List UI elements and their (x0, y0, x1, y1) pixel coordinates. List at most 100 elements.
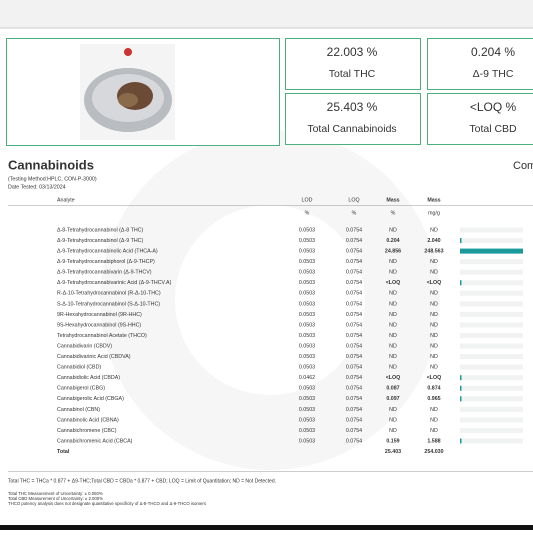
cell: Δ-9-Tetrahydrocannabivarin (Δ-9-THCV) (57, 270, 152, 276)
cell: Cannabidiolic Acid (CBDA) (57, 375, 120, 381)
total-label: Total (57, 449, 70, 455)
cell: Δ-9-Tetrahydrocannabiphorol (Δ-9-THCP) (57, 259, 155, 265)
cell: ND (389, 312, 397, 318)
cell: 0.0503 (299, 249, 315, 255)
card-value: <LOQ % (470, 100, 517, 114)
cell: <LOQ (386, 375, 401, 381)
cell: Cannabigerolic Acid (CBGA) (57, 396, 124, 402)
column-header: LOD (302, 197, 313, 203)
cell: 0.874 (427, 386, 440, 392)
bar (460, 438, 462, 444)
bar-track (460, 301, 523, 307)
unit: % (352, 210, 357, 216)
cell: ND (430, 227, 438, 233)
cell: Cannabichromene (CBC) (57, 428, 117, 434)
cell: 0.0503 (299, 322, 315, 328)
cell: 0.0754 (346, 417, 362, 423)
bar-track (460, 259, 523, 265)
cell: 0.0754 (346, 259, 362, 265)
cell: 0.0754 (346, 291, 362, 297)
unit: mg/g (428, 210, 440, 216)
card-label: Total CBD (469, 123, 517, 135)
card-value: 25.403 % (327, 100, 378, 114)
method: (Testing Method:HPLC, CON-P-3000) (8, 176, 97, 182)
section-title: Com (513, 160, 533, 172)
bar-track (460, 333, 523, 338)
cell: 0.0754 (346, 280, 362, 286)
cell: <LOQ (427, 375, 442, 381)
bar-track (460, 238, 523, 244)
cell: <LOQ (427, 280, 442, 286)
card (427, 93, 533, 145)
cell: 0.0503 (299, 291, 315, 297)
cell: ND (430, 428, 438, 434)
card-label: Total THC (329, 68, 376, 80)
bar (460, 385, 462, 391)
cell: Δ-8-Tetrahydrocannabinol (Δ-8 THC) (57, 227, 144, 233)
cell: 0.0503 (299, 428, 315, 434)
cell: Cannabichromenic Acid (CBCA) (57, 438, 133, 444)
cell: Tetrahydrocannabinol Acetate (THCO) (57, 333, 147, 339)
cell: ND (389, 291, 397, 297)
cell: 0.0754 (346, 375, 362, 381)
bar (460, 396, 462, 402)
card (427, 38, 533, 90)
cell: ND (430, 312, 438, 318)
bar-track (460, 343, 523, 349)
cell: 0.159 (386, 438, 399, 444)
cell: ND (430, 343, 438, 349)
cell: <LOQ (386, 280, 401, 286)
bar-track (460, 364, 523, 370)
cell: 9R-Hexahydrocannabinol (9R-HHC) (57, 312, 142, 318)
cell: Cannabidivarinic Acid (CBDVA) (57, 354, 131, 360)
cell: 0.0503 (299, 238, 315, 244)
cell: Cannabigerol (CBG) (57, 386, 105, 392)
cell: 248.563 (424, 249, 443, 255)
cell: 1.588 (427, 438, 440, 444)
cell: Δ-9-Tetrahydrocannabinol (Δ-9 THC) (57, 238, 144, 244)
cell: 2.040 (427, 238, 440, 244)
date: Date Tested: 03/13/2024 (8, 184, 66, 190)
bar-track (460, 427, 523, 433)
cell: Cannabinol (CBN) (57, 407, 100, 413)
card (285, 38, 421, 90)
cell: 0.0503 (299, 301, 315, 307)
cell: ND (430, 417, 438, 423)
cell: 0.0503 (299, 333, 315, 339)
total-value: 254.030 (424, 449, 443, 455)
cell: 0.0754 (346, 396, 362, 402)
section-title: Cannabinoids (8, 157, 94, 172)
cell: ND (389, 428, 397, 434)
cell: ND (430, 407, 438, 413)
unit: % (391, 210, 396, 216)
cell: R-Δ-10-Tetrahydrocannabinol (R-Δ-10-THC) (57, 291, 161, 297)
bar-track (460, 290, 523, 296)
cell: ND (389, 365, 397, 371)
bar (460, 238, 462, 244)
cell: 9S-Hexahydrocannabinol (9S-HHC) (57, 322, 141, 328)
cell: ND (389, 270, 397, 276)
cell: 0.0754 (346, 312, 362, 318)
bottom-bar (0, 525, 533, 530)
top-bar (0, 0, 533, 28)
cell: ND (389, 322, 397, 328)
watermark (175, 205, 365, 395)
cell: ND (430, 322, 438, 328)
cell: ND (430, 291, 438, 297)
cell: ND (389, 417, 397, 423)
cell: 0.0754 (346, 386, 362, 392)
product-photo (80, 44, 175, 140)
cell: 0.0754 (346, 333, 362, 339)
cell: 0.0503 (299, 343, 315, 349)
bar (460, 280, 462, 286)
card-value: 0.204 % (471, 45, 515, 59)
unit: % (305, 210, 310, 216)
cell: Cannabinolic Acid (CBNA) (57, 417, 119, 423)
cell: 0.0754 (346, 354, 362, 360)
cell: ND (389, 227, 397, 233)
note: Total CBD Measurement of Uncertainty: ± … (8, 496, 103, 501)
cell: ND (389, 259, 397, 265)
bar (460, 375, 462, 381)
bar-track (460, 269, 523, 275)
